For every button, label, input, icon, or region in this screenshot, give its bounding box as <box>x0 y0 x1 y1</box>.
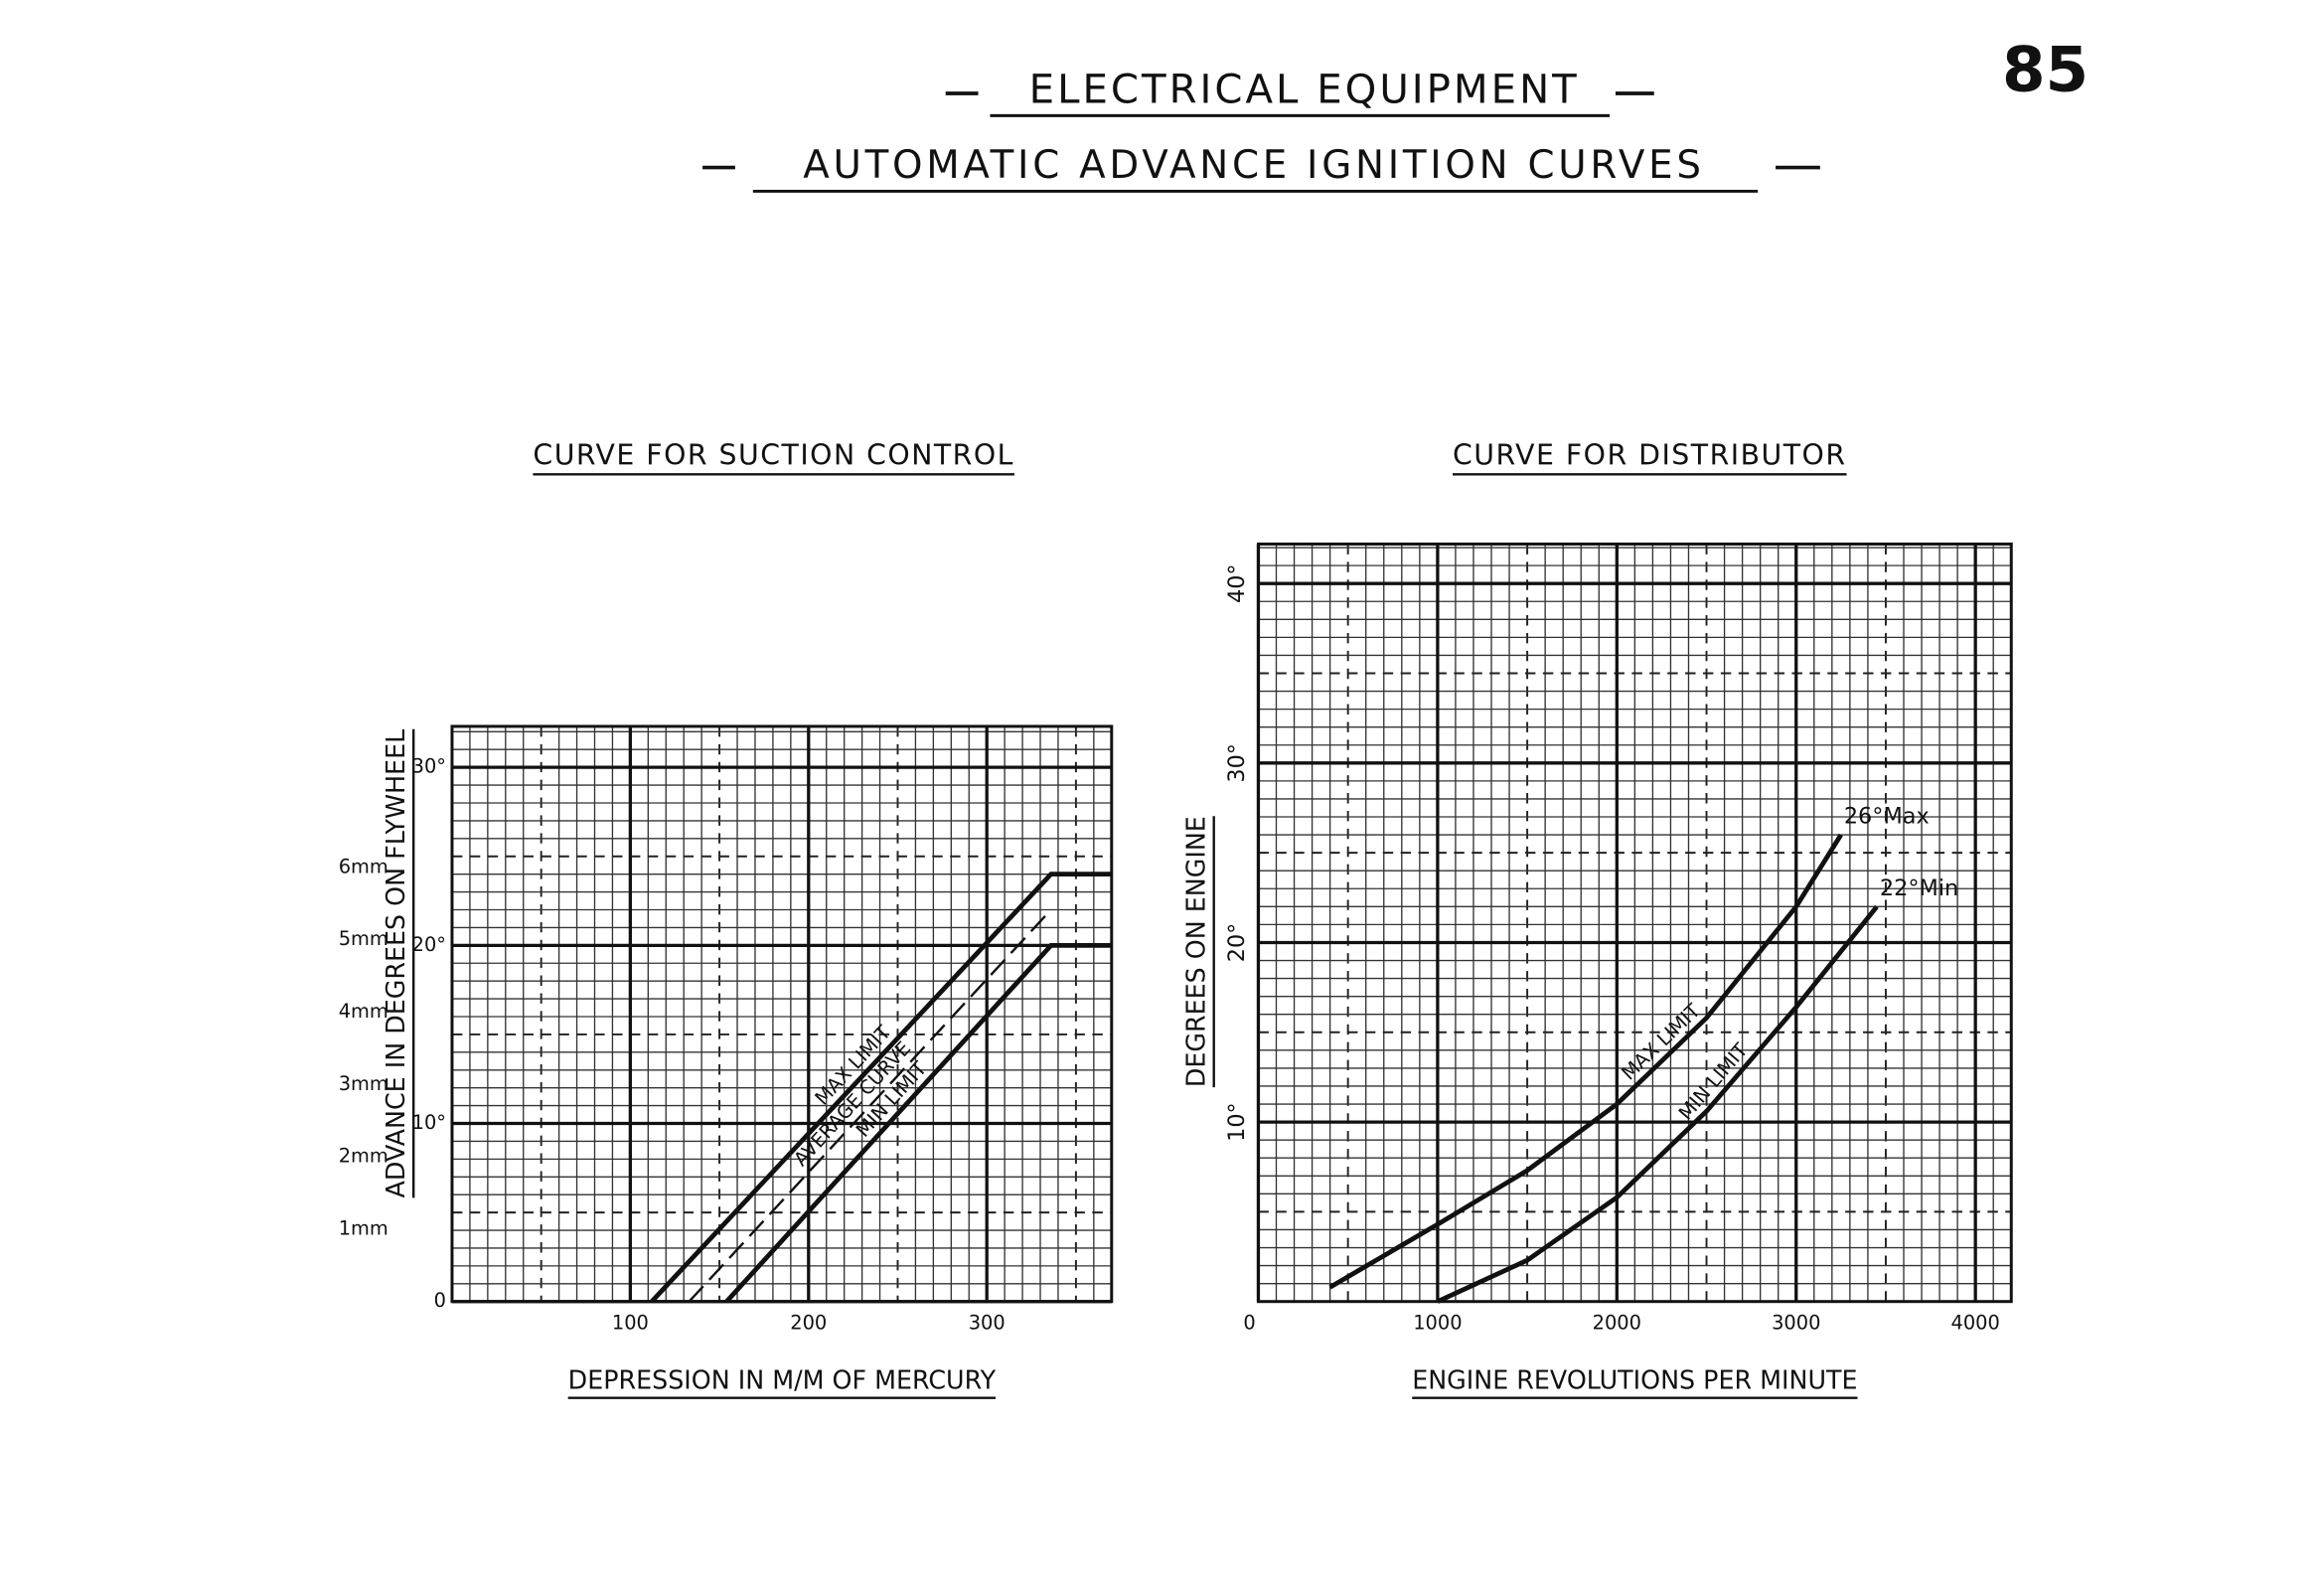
y-tick-label: 20° <box>1224 923 1250 963</box>
header: ELECTRICAL EQUIPMENT <box>1029 67 1580 112</box>
series-end-label: 26°Max <box>1844 804 1930 830</box>
y-tick-label: 10° <box>1224 1102 1250 1142</box>
x-tick-label: 200 <box>790 1312 827 1335</box>
y-axis-label: DEGREES ON ENGINE <box>1180 816 1210 1087</box>
y2-tick-label: 5mm <box>339 927 388 950</box>
y-tick-label: 20° <box>412 933 446 956</box>
series-end-label: 22°Min <box>1880 875 1958 901</box>
y-tick-label: 30° <box>1224 743 1250 783</box>
y-tick-label: 40° <box>1224 563 1250 603</box>
y-tick-label: 0 <box>434 1289 446 1312</box>
chart-title: CURVE FOR SUCTION CONTROL <box>533 438 1013 471</box>
x-tick-label: 1000 <box>1413 1312 1462 1335</box>
y-tick-label: 30° <box>412 755 446 778</box>
y-axis-label: ADVANCE IN DEGREES ON FLYWHEEL <box>381 729 410 1198</box>
page-number: 85 <box>2002 34 2089 106</box>
y2-tick-label: 2mm <box>339 1145 388 1168</box>
series-line <box>1436 904 1879 1304</box>
series-line <box>650 872 1112 1304</box>
y2-tick-label: 6mm <box>339 855 388 877</box>
y2-tick-label: 4mm <box>339 1000 388 1023</box>
chart-title: CURVE FOR DISTRIBUTOR <box>1453 438 1846 471</box>
x-tick-label: 300 <box>969 1312 1006 1335</box>
y-tick-label: 10° <box>412 1111 446 1134</box>
x-tick-label: 2000 <box>1593 1312 1641 1335</box>
y2-tick-label: 3mm <box>339 1072 388 1095</box>
x-tick-label: 0 <box>1243 1312 1255 1335</box>
series-line <box>1328 833 1843 1290</box>
series-line <box>724 942 1112 1304</box>
x-tick-label: 3000 <box>1772 1312 1820 1335</box>
x-axis-label: DEPRESSION IN M/M OF MERCURY <box>568 1364 997 1394</box>
plot-frame <box>450 724 1114 1304</box>
plot-frame <box>1256 542 2013 1304</box>
x-tick-label: 100 <box>612 1312 649 1335</box>
x-axis-label: ENGINE REVOLUTIONS PER MINUTE <box>1412 1364 1857 1394</box>
y2-tick-label: 1mm <box>339 1216 388 1239</box>
x-tick-label: 4000 <box>1951 1312 2000 1335</box>
page-title: AUTOMATIC ADVANCE IGNITION CURVES <box>803 143 1704 188</box>
